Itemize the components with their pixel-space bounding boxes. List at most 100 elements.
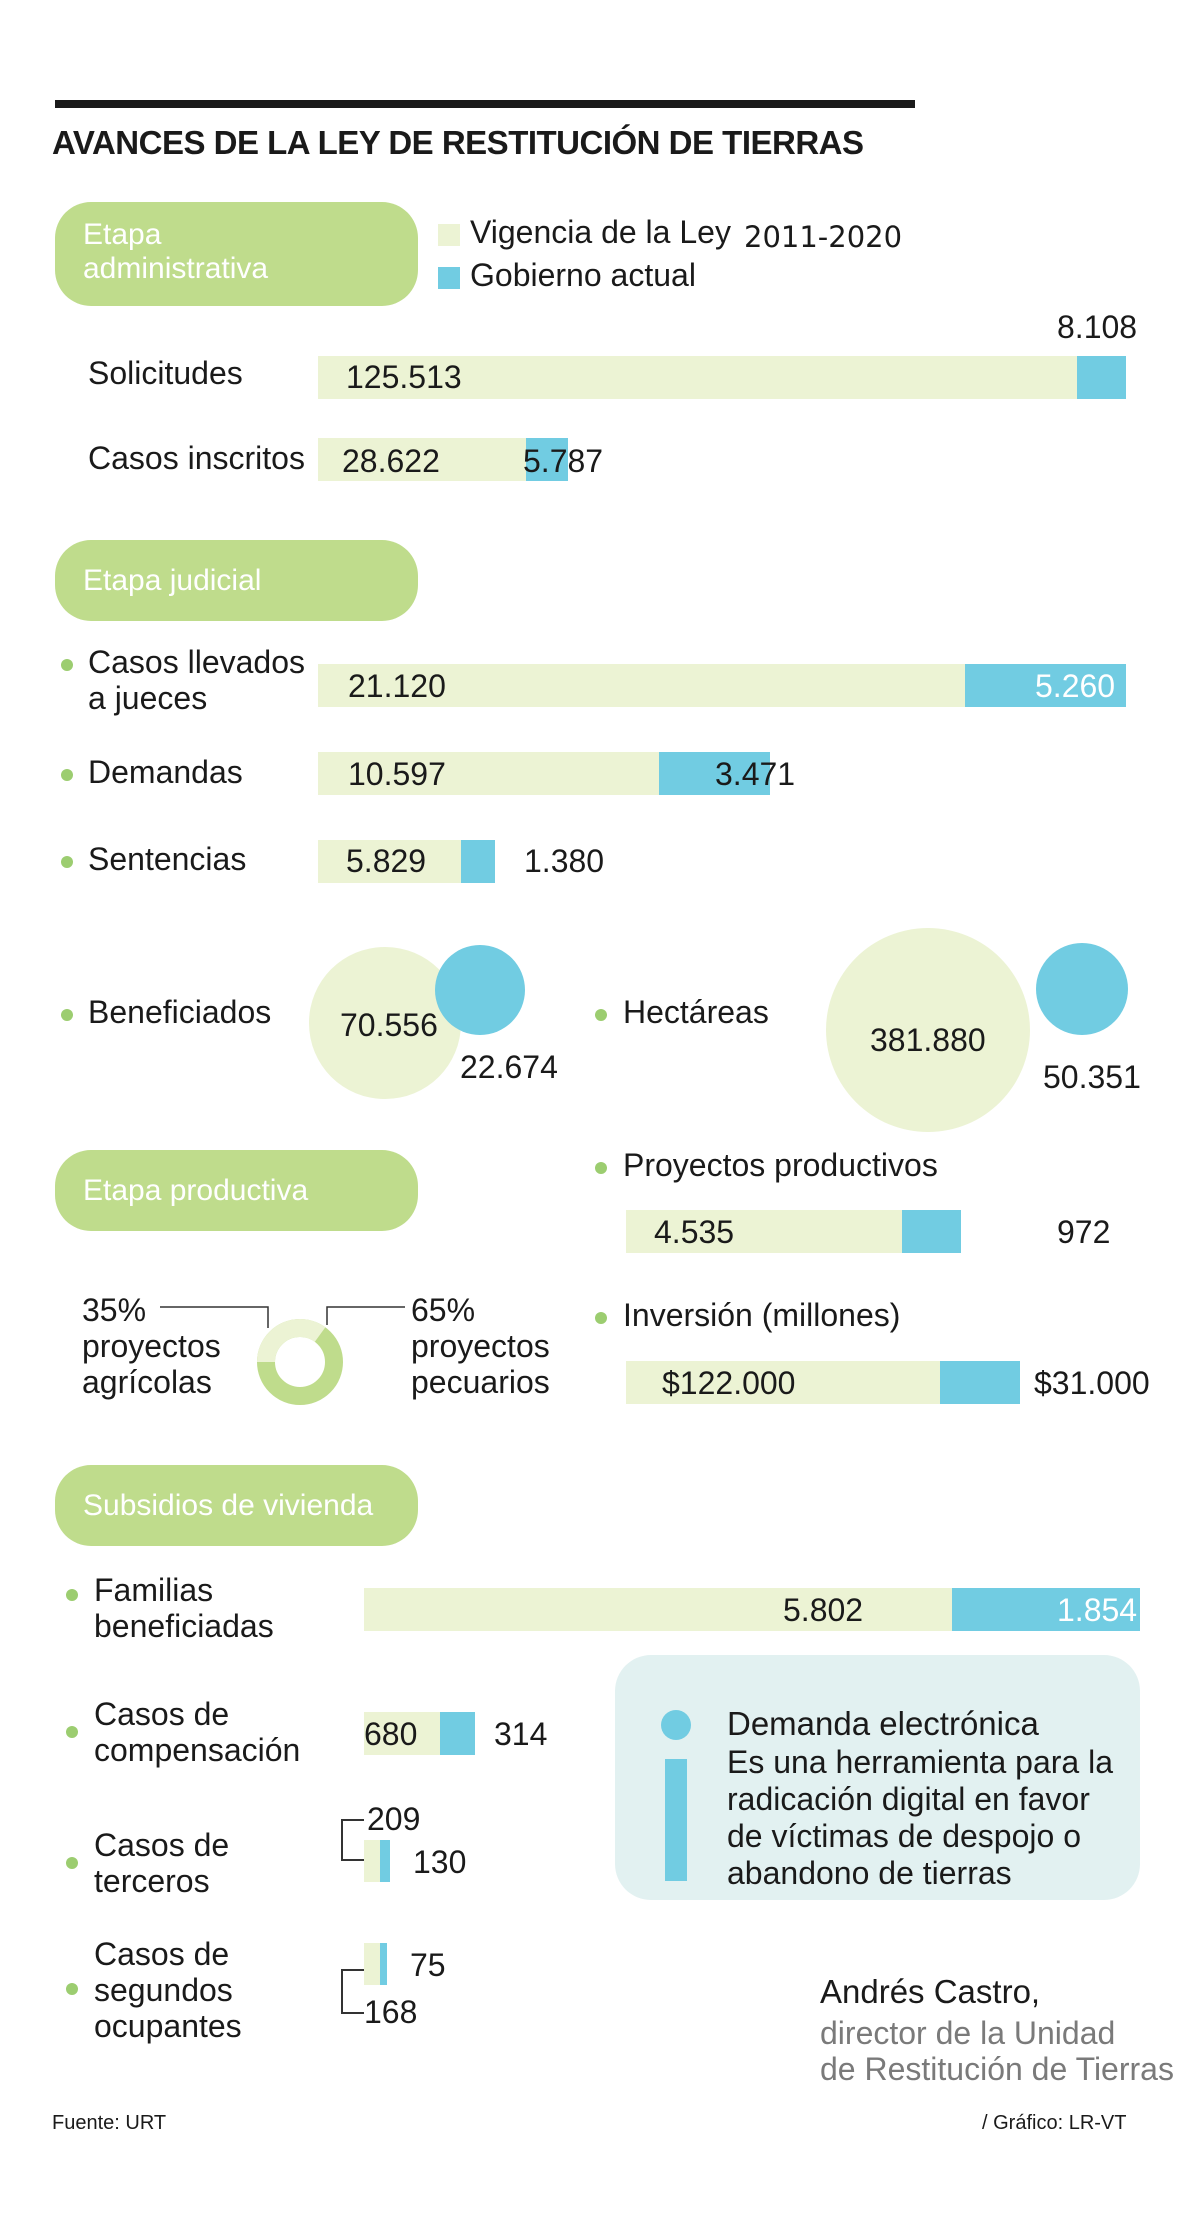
bar-jueces-gobierno [964,664,1126,707]
bar-compensacion-vigencia [364,1712,440,1755]
callout-line-2: radicación digital en favor [727,1781,1090,1817]
bar-demandas-gobierno [658,752,771,795]
bar-ocupantes-vigencia [364,1943,380,1985]
value-demandas-gobierno: 3.471 [715,756,796,792]
value-jueces-vigencia: 21.120 [348,668,446,704]
value-hectareas-gobierno: 50.351 [1043,1059,1141,1095]
value-proyectos-gobierno: 972 [1057,1214,1111,1250]
pie-left-pct: 35% [82,1292,147,1328]
ocupantes-bracket-side [341,1969,343,2014]
label-inversion: Inversión (millones) [623,1297,901,1333]
label-solicitudes: Solicitudes [88,355,243,391]
bar-casos-inscritos [318,438,568,481]
terceros-bracket-side [341,1819,343,1861]
bar-demandas-vigencia [318,752,659,795]
bar-compensacion-gobierno [439,1712,475,1755]
value-familias-gobierno: 1.854 [1057,1592,1138,1628]
value-solicitudes-gobierno: 8.108 [1057,309,1138,345]
callout-line-3: de víctimas de despojo o [727,1818,1081,1854]
section-administrativa: Etapa administrativa [55,202,418,306]
bar-solicitudes-gobierno [1076,356,1126,399]
value-demandas-vigencia: 10.597 [348,756,446,792]
legend-swatch-gobierno [438,267,460,289]
label-beneficiados: Beneficiados [88,994,272,1030]
bullet-terceros [66,1857,78,1869]
pie-left-label-line1: proyectos [82,1328,221,1364]
bullet-sentencias [61,856,73,868]
bar-jueces-vigencia [318,664,965,707]
label-familias-line2: beneficiadas [94,1608,274,1644]
info-icon-stem [665,1759,687,1881]
label-jueces-line2: a jueces [88,680,208,716]
value-jueces-gobierno: 5.260 [1035,668,1116,704]
bar-proyectos [626,1210,961,1253]
callout-line-1: Es una herramienta para la [727,1744,1113,1780]
value-beneficiados-gobierno: 22.674 [460,1049,558,1085]
label-ocupantes-line1: Casos de [94,1936,230,1972]
bullet-proyectos [595,1162,607,1174]
bar-ocupantes-gobierno [379,1943,387,1985]
value-hectareas-vigencia: 381.880 [870,1022,986,1058]
section-vivienda: Subsidios de vivienda [55,1465,418,1546]
pie-left-label-line2: agrícolas [82,1364,212,1400]
value-ocupantes-gobierno: 75 [410,1947,446,1983]
bar-sentencias [318,840,495,883]
footer-credit: / Gráfico: LR-VT [982,2112,1127,2134]
bar-familias [364,1588,1140,1631]
terceros-bracket-bottom [341,1859,364,1861]
label-proyectos: Proyectos productivos [623,1147,938,1183]
bullet-demandas [61,769,73,781]
label-ocupantes-line2: segundos [94,1972,233,2008]
title-rule [55,100,915,108]
value-terceros-gobierno: 130 [413,1844,467,1880]
footer-source: Fuente: URT [52,2112,167,2134]
bullet-beneficiados [61,1009,73,1021]
bar-terceros-gobierno [379,1840,390,1882]
value-compensacion-vigencia: 680 [364,1716,418,1752]
callout-line-4: abandono de tierras [727,1855,1012,1891]
pie-left-leader [160,1306,269,1328]
label-terceros-line1: Casos de [94,1827,230,1863]
value-solicitudes-vigencia: 125.513 [346,359,462,395]
pie-right-label-line2: pecuarios [411,1364,550,1400]
donut-chart [160,1306,405,1405]
value-beneficiados-vigencia: 70.556 [340,1007,438,1043]
value-casos-inscritos-gobierno: 5.787 [523,443,604,479]
bar-casos-inscritos-gobierno [525,438,568,481]
bubble-beneficiados-gobierno [434,944,526,1036]
legend-swatch-vigencia [438,224,460,246]
label-compensacion-line1: Casos de [94,1696,230,1732]
info-icon-dot [661,1710,691,1740]
value-terceros-vigencia: 209 [367,1801,421,1837]
label-hectareas: Hectáreas [623,994,769,1030]
page-title: AVANCES DE LA LEY DE RESTITUCIÓN DE TIER… [52,124,864,161]
legend-vigencia-label: Vigencia de la Ley [470,214,731,250]
donut-slice-agricolas [257,1319,343,1405]
bullet-jueces [61,659,73,671]
bar-casos-inscritos-vigencia [318,438,526,481]
ocupantes-bracket-bottom [341,2012,364,2014]
bubble-beneficiados-vigencia [309,947,461,1099]
value-proyectos-vigencia: 4.535 [654,1214,735,1250]
bubble-hectareas-vigencia [826,928,1030,1132]
legend-gobierno-label: Gobierno actual [470,257,696,293]
bar-terceros [364,1840,390,1882]
label-jueces-line1: Casos llevados [88,644,305,680]
label-demandas: Demandas [88,754,243,790]
bullet-compensacion [66,1726,78,1738]
bar-demandas [318,752,771,795]
section-productiva: Etapa productiva [55,1150,418,1231]
section-judicial: Etapa judicial [55,540,418,621]
bar-solicitudes [318,356,1126,399]
bar-inversion-vigencia [626,1361,941,1404]
label-terceros-line2: terceros [94,1863,210,1899]
callout-title: Demanda electrónica [727,1705,1039,1742]
pie-right-pct: 65% [411,1292,476,1328]
callout-demanda-electronica: Demanda electrónica Es una herramienta p… [615,1655,1140,1900]
label-sentencias: Sentencias [88,841,247,877]
bar-inversion-gobierno [940,1361,1020,1404]
bar-terceros-vigencia [364,1840,380,1882]
bar-compensacion [364,1712,475,1755]
value-ocupantes-vigencia: 168 [364,1994,418,2030]
bar-familias-vigencia [364,1588,953,1631]
